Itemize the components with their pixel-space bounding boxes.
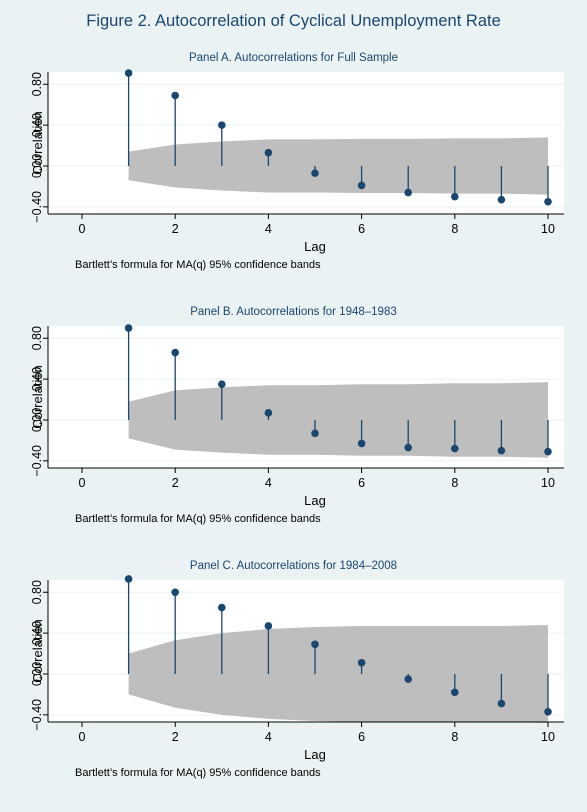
x-axis-label: Lag: [304, 493, 326, 508]
point-lag-6: [357, 439, 366, 448]
point-lag-5: [311, 640, 319, 649]
panel-a-title: Panel A. Autocorrelations for Full Sampl…: [188, 52, 399, 64]
point-lag-7: [404, 675, 413, 683]
confidence-band: [128, 624, 548, 724]
x-tick-label: 2: [172, 730, 179, 744]
y-tick-label: 0.40: [30, 113, 44, 137]
point-lag-10: [544, 197, 552, 206]
x-tick-label: 10: [541, 222, 555, 236]
x-tick-label: 2: [172, 222, 179, 236]
y-tick-label: 0.80: [30, 326, 44, 350]
x-tick-label: 4: [265, 476, 272, 490]
figure-title: Figure 2. Autocorrelation of Cyclical Un…: [86, 12, 501, 30]
confidence-band: [128, 137, 548, 195]
x-tick-label: 8: [451, 222, 458, 236]
panel-c-chart: −0.40 0.00 0.40 0.80 0 2 4 6 8 10 Lag Correlation: [30, 575, 564, 762]
y-tick-label: −0.40: [30, 191, 44, 223]
y-axis-label: Correlation: [30, 365, 45, 429]
x-tick-label: 10: [541, 476, 555, 490]
x-tick-label: 10: [541, 730, 555, 744]
y-tick-label: −0.40: [30, 699, 44, 731]
point-lag-9: [497, 699, 506, 708]
point-lag-3: [218, 603, 226, 612]
x-axis-label: Lag: [304, 747, 326, 762]
point-lag-8: [451, 444, 459, 453]
x-tick-label: 2: [172, 476, 179, 490]
x-tick-label: 6: [358, 476, 365, 490]
point-lag-4: [264, 622, 273, 630]
panel-c: Panel C. Autocorrelations for 1984–2008 …: [0, 560, 587, 810]
point-lag-4: [264, 148, 273, 157]
point-lag-10: [544, 707, 552, 716]
y-tick-label: 0.40: [30, 621, 44, 645]
x-tick-label: 4: [265, 222, 272, 236]
panel-a: Panel A. Autocorrelations for Full Sampl…: [0, 52, 587, 302]
y-tick-label: 0.80: [30, 580, 44, 604]
panel-b-note: Bartlett’s formula for MA(q) 95% confide…: [75, 513, 321, 525]
point-lag-6: [357, 658, 366, 667]
point-lag-10: [544, 447, 552, 456]
x-tick-label: 0: [79, 476, 86, 490]
point-lag-9: [497, 446, 506, 455]
panel-a-note: Bartlett’s formula for MA(q) 95% confide…: [75, 259, 321, 271]
point-lag-1: [124, 69, 133, 77]
x-tick-label: 8: [451, 476, 458, 490]
point-lag-6: [357, 181, 366, 190]
point-lag-7: [404, 188, 413, 197]
point-lag-1: [124, 324, 133, 332]
confidence-band: [128, 382, 548, 458]
panel-c-title: Panel C. Autocorrelations for 1984–2008: [189, 560, 398, 572]
x-tick-label: 0: [79, 730, 86, 744]
point-lag-2: [171, 588, 179, 597]
x-tick-label: 0: [79, 222, 86, 236]
point-lag-3: [218, 121, 226, 129]
point-lag-4: [264, 409, 273, 417]
y-axis-label: Correlation: [30, 111, 45, 175]
panel-c-note: Bartlett’s formula for MA(q) 95% confide…: [75, 767, 321, 779]
y-tick-label: 0.80: [30, 72, 44, 96]
y-tick-label: 0.00: [30, 154, 44, 178]
point-lag-9: [497, 195, 506, 204]
point-lag-8: [451, 688, 459, 697]
x-tick-label: 8: [451, 730, 458, 744]
point-lag-3: [218, 380, 226, 389]
point-lag-2: [171, 91, 179, 100]
y-tick-label: −0.40: [30, 445, 44, 477]
point-lag-1: [124, 575, 133, 583]
x-axis-label: Lag: [304, 239, 326, 254]
point-lag-7: [404, 443, 413, 452]
y-axis-label: Correlation: [30, 619, 45, 683]
point-lag-8: [451, 192, 459, 201]
y-tick-label: 0.40: [30, 367, 44, 391]
y-tick-label: 0.00: [30, 662, 44, 686]
point-lag-5: [311, 429, 319, 438]
x-tick-label: 4: [265, 730, 272, 744]
panel-a-chart: −0.40 0.00 0.40 0.80 0 2 4 6 8 10 Lag Correlation: [30, 69, 564, 254]
panel-b-title: Panel B. Autocorrelations for 1948–1983: [190, 306, 397, 318]
x-tick-label: 6: [358, 730, 365, 744]
point-lag-2: [171, 348, 179, 357]
x-tick-label: 6: [358, 222, 365, 236]
panel-b-chart: −0.40 0.00 0.40 0.80 0 2 4 6 8 10 Lag Correlation: [30, 324, 564, 508]
panel-b: Panel B. Autocorrelations for 1948–1983 …: [0, 306, 587, 556]
y-tick-label: 0.00: [30, 408, 44, 432]
point-lag-5: [311, 169, 319, 177]
